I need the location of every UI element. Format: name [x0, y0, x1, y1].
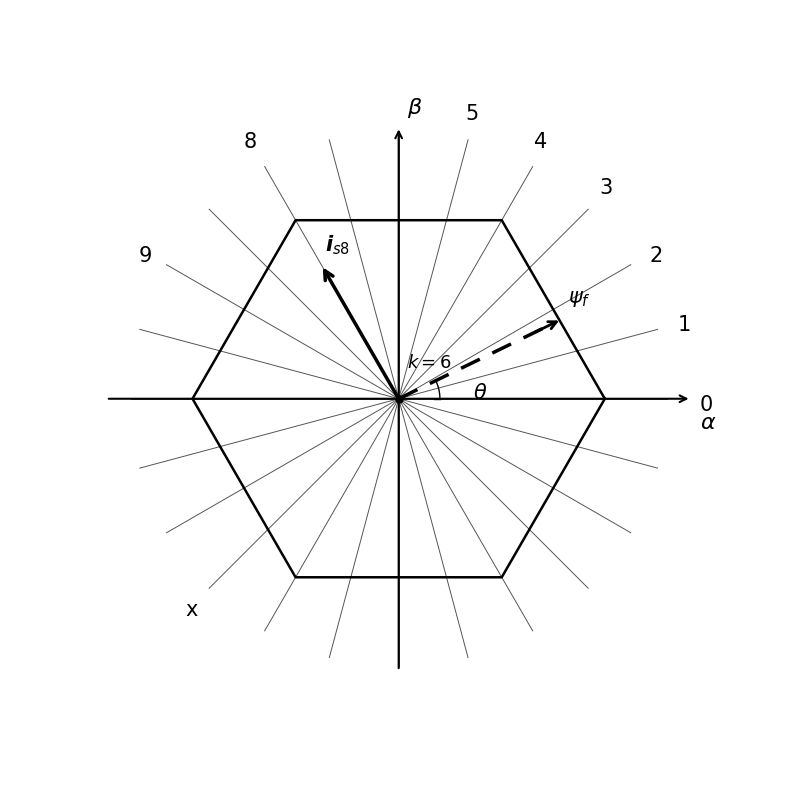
Text: 1: 1 [678, 315, 691, 335]
Text: 8: 8 [243, 132, 256, 152]
Text: 4: 4 [535, 132, 547, 152]
Text: $\theta$: $\theta$ [472, 383, 487, 403]
Text: 5: 5 [466, 104, 479, 124]
Text: 3: 3 [600, 177, 613, 198]
Text: 9: 9 [139, 246, 152, 266]
Text: $k{=}6$: $k{=}6$ [407, 354, 452, 372]
Text: 2: 2 [649, 246, 662, 266]
Text: x: x [185, 600, 197, 620]
Text: $\boldsymbol{i}_{s8}$: $\boldsymbol{i}_{s8}$ [326, 233, 351, 257]
Text: 0: 0 [700, 395, 713, 415]
Text: $\alpha$: $\alpha$ [700, 413, 716, 433]
Text: $\psi_f$: $\psi_f$ [568, 289, 591, 309]
Text: $\beta$: $\beta$ [407, 96, 422, 121]
